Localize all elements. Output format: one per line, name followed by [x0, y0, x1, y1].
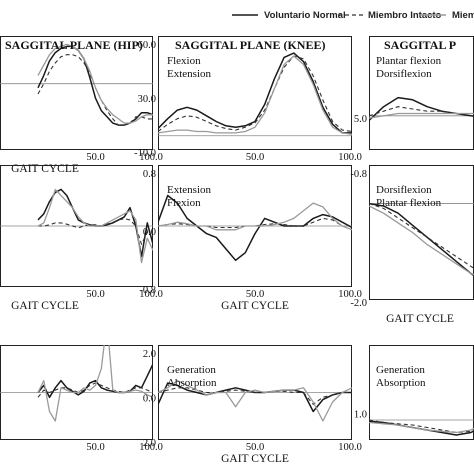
legend: Voluntario Normal Miembro Intacto Miembr… — [232, 10, 474, 21]
x-tick-label: 50.0 — [246, 152, 264, 163]
series-line — [158, 55, 352, 135]
panel-annotation: Dorsiflexion — [376, 68, 432, 80]
series-line — [158, 379, 352, 422]
x-tick-label: 100.0 — [139, 289, 163, 300]
panel-frame — [158, 36, 352, 150]
series-line — [37, 45, 153, 126]
series-line — [37, 54, 153, 126]
panel-annotation: Flexion — [167, 197, 201, 209]
series-line — [369, 96, 474, 121]
x-axis-label: GAIT CYCLE — [11, 163, 79, 175]
x-axis-label: GAIT CYCLE — [221, 453, 289, 465]
legend-label-normal: Voluntario Normal — [264, 10, 346, 21]
panel-7: 50.0 100.0 — [0, 345, 163, 453]
y-tick-label: 30.0 — [138, 94, 156, 105]
series-line — [37, 382, 153, 398]
series-line — [369, 203, 474, 270]
panel-title: SAGGITAL P — [384, 38, 456, 52]
y-tick-label: -2.0 — [350, 298, 367, 309]
panel-frame — [0, 36, 153, 150]
x-axis-label: GAIT CYCLE — [386, 313, 454, 325]
x-tick-label: 100.0 — [338, 442, 362, 453]
x-tick-label: 100.0 — [338, 152, 362, 163]
panel-frame — [369, 345, 474, 440]
series-line — [158, 194, 352, 262]
y-tick-label: -0.8 — [139, 285, 156, 296]
series-line — [158, 52, 352, 134]
x-axis-label: GAIT CYCLE — [11, 300, 79, 312]
panel-frame — [369, 36, 474, 150]
series-line — [369, 421, 474, 434]
panel-annotation: Absorption — [376, 377, 426, 389]
y-tick-label: -10.0 — [134, 148, 156, 159]
panel-annotation: Flexion — [167, 55, 201, 67]
series-line — [369, 205, 474, 276]
panel-annotation: Absorption — [167, 377, 217, 389]
y-tick-label: 0.8 — [143, 169, 156, 180]
panels: SAGGITAL PLANE (HIP) 50.0 100.0 GAIT CYCLE S… — [0, 36, 474, 465]
y-tick-label: 60.0 — [138, 40, 156, 51]
x-tick-label: 100.0 — [338, 289, 362, 300]
y-tick-label: -0.8 — [350, 169, 367, 180]
x-axis-label: GAIT CYCLE — [221, 300, 289, 312]
series-line — [369, 419, 474, 434]
y-tick-label: 2.0 — [143, 349, 156, 360]
y-tick-label: 0.0 — [143, 394, 156, 405]
panel-annotation: Generation — [167, 364, 216, 376]
panel-title: SAGGITAL PLANE (KNEE) — [175, 38, 325, 52]
series-line — [37, 188, 153, 264]
x-tick-label: 50.0 — [246, 289, 264, 300]
x-tick-label: 50.0 — [86, 289, 104, 300]
x-tick-label: 50.0 — [86, 152, 104, 163]
y-tick-label: 1.0 — [354, 409, 367, 420]
series-line — [37, 363, 153, 399]
x-tick-label: 100.0 — [139, 442, 163, 453]
panel-annotation: Dorsiflexion — [376, 184, 432, 196]
panel-title: SAGGITAL PLANE (HIP) — [5, 38, 143, 52]
series-line — [369, 112, 474, 119]
series-line — [158, 387, 352, 405]
series-line — [37, 43, 153, 124]
x-tick-label: 50.0 — [246, 442, 264, 453]
series-line — [369, 202, 474, 277]
panel-annotation: Plantar flexion — [376, 197, 442, 209]
series-line — [38, 218, 153, 245]
legend-label-intact: Miembro Intacto — [368, 10, 442, 21]
x-tick-label: 50.0 — [86, 442, 104, 453]
panel-annotation: Plantar flexion — [376, 55, 442, 67]
x-tick-label: 100.0 — [139, 152, 163, 163]
panel-annotation: Generation — [376, 364, 425, 376]
y-tick-label: 5.0 — [354, 114, 367, 125]
panel-annotation: Extension — [167, 184, 211, 196]
series-line — [37, 345, 153, 422]
series-line — [158, 55, 352, 133]
panel-4: 50.0 100.0 GAIT CYCLE — [0, 165, 163, 312]
legend-label-amputee: Miembro Amputado (Otto — [452, 10, 474, 21]
series-line — [158, 217, 352, 231]
y-tick-label: 2.0 — [143, 438, 156, 449]
y-tick-label: 0.0 — [143, 227, 156, 238]
series-line — [158, 202, 352, 231]
panel-annotation: Extension — [167, 68, 211, 80]
